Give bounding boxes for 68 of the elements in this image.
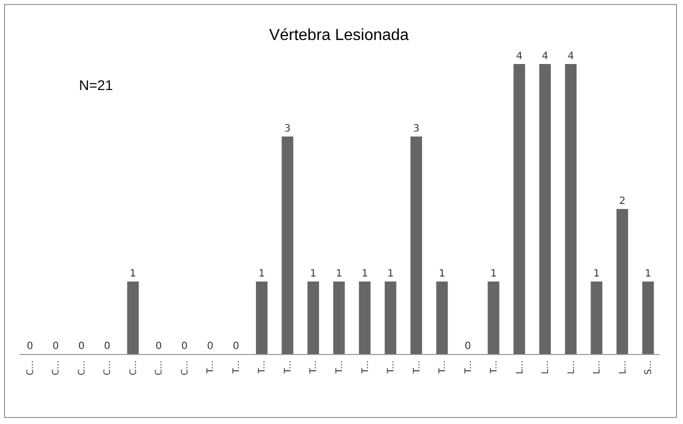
bar <box>127 282 139 354</box>
x-tick-label: C... <box>154 360 165 376</box>
bar <box>333 282 345 354</box>
x-tick-label: T... <box>412 360 422 375</box>
data-label: 0 <box>232 341 240 352</box>
data-label: 1 <box>593 268 600 280</box>
data-label: 0 <box>26 341 34 352</box>
data-label: 3 <box>284 124 291 134</box>
bar <box>358 282 371 354</box>
x-tick-label: T... <box>335 360 345 375</box>
x-tick-label: C... <box>180 360 190 376</box>
bar <box>410 136 422 354</box>
x-tick-label: C... <box>26 360 36 376</box>
bar <box>642 282 654 354</box>
x-tick-label: T... <box>309 360 320 375</box>
data-label: 0 <box>207 341 214 352</box>
data-label: 0 <box>78 341 85 352</box>
data-label: 1 <box>258 268 265 280</box>
x-tick-label: T... <box>464 360 474 375</box>
bar <box>564 64 577 354</box>
bar <box>488 282 500 354</box>
x-tick-label: C... <box>52 360 62 376</box>
x-tick-label: C... <box>103 360 114 376</box>
x-tick-label: L... <box>515 360 526 374</box>
x-tick-label: T... <box>232 360 242 375</box>
data-label: 1 <box>310 268 316 280</box>
data-label: 1 <box>336 268 342 280</box>
x-tick-label: T... <box>258 360 268 375</box>
x-tick-label: L... <box>566 360 577 374</box>
x-tick-label: C... <box>128 360 139 376</box>
x-tick-label: T... <box>360 360 371 375</box>
x-tick-label: L... <box>618 360 628 374</box>
x-tick-label: T... <box>438 360 448 375</box>
data-label: 1 <box>362 268 368 280</box>
x-tick-label: T... <box>283 360 294 375</box>
bar <box>282 136 294 354</box>
bar <box>616 209 628 354</box>
bar <box>256 282 268 354</box>
data-label: 2 <box>619 196 626 207</box>
x-tick-label: T... <box>206 360 216 375</box>
bar <box>590 282 602 354</box>
x-tick-label: T... <box>386 360 397 375</box>
data-label: 0 <box>156 341 162 352</box>
bar <box>384 282 396 354</box>
x-tick-label: C... <box>77 360 88 376</box>
data-label: 4 <box>542 51 548 62</box>
data-label: 1 <box>644 268 652 280</box>
x-tick-label: L... <box>592 360 603 374</box>
annotation: N=21 <box>79 77 114 93</box>
data-label: 0 <box>104 341 110 352</box>
chart-title: Vértebra Lesionada <box>269 27 409 44</box>
data-label: 4 <box>568 51 574 62</box>
data-label: 3 <box>413 124 420 134</box>
data-label: 1 <box>438 268 446 280</box>
data-label: 0 <box>181 341 188 352</box>
data-label: 1 <box>490 268 497 280</box>
data-label: 1 <box>387 268 394 280</box>
x-tick-label: S... <box>644 360 654 375</box>
bar <box>436 282 448 354</box>
data-label: 4 <box>516 51 522 62</box>
x-tick-label: T... <box>490 360 500 375</box>
data-label: 1 <box>130 268 136 280</box>
x-tick-label: L... <box>541 360 552 374</box>
bar <box>513 64 526 354</box>
data-label: 0 <box>52 341 59 352</box>
bar <box>307 282 320 354</box>
bar <box>539 64 551 354</box>
data-label: 0 <box>464 341 471 352</box>
